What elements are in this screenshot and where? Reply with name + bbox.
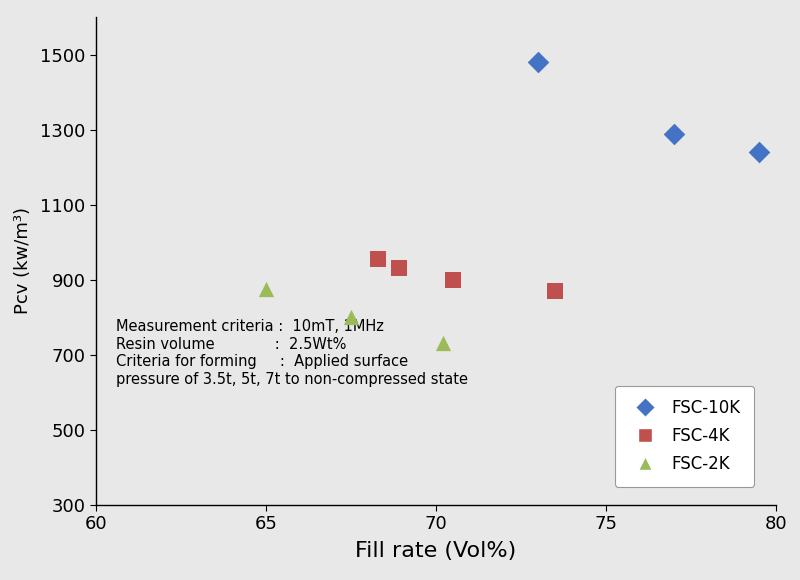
Point [372, 255, 385, 264]
Point [753, 148, 766, 157]
Point [437, 339, 450, 348]
Point [549, 287, 562, 296]
Point [259, 284, 272, 293]
X-axis label: Fill rate (Vol%): Fill rate (Vol%) [355, 541, 517, 561]
Y-axis label: Pcv (kw/m³): Pcv (kw/m³) [14, 208, 32, 314]
Point [392, 264, 405, 273]
Text: Measurement criteria :  10mT, 1MHz
Resin volume             :  2.5Wt%
Criteria f: Measurement criteria : 10mT, 1MHz Resin … [117, 320, 469, 387]
Point [345, 313, 358, 322]
Point [446, 275, 459, 284]
Point [667, 129, 680, 138]
Legend: FSC-10K, FSC-4K, FSC-2K: FSC-10K, FSC-4K, FSC-2K [615, 386, 754, 487]
Point [531, 58, 544, 67]
